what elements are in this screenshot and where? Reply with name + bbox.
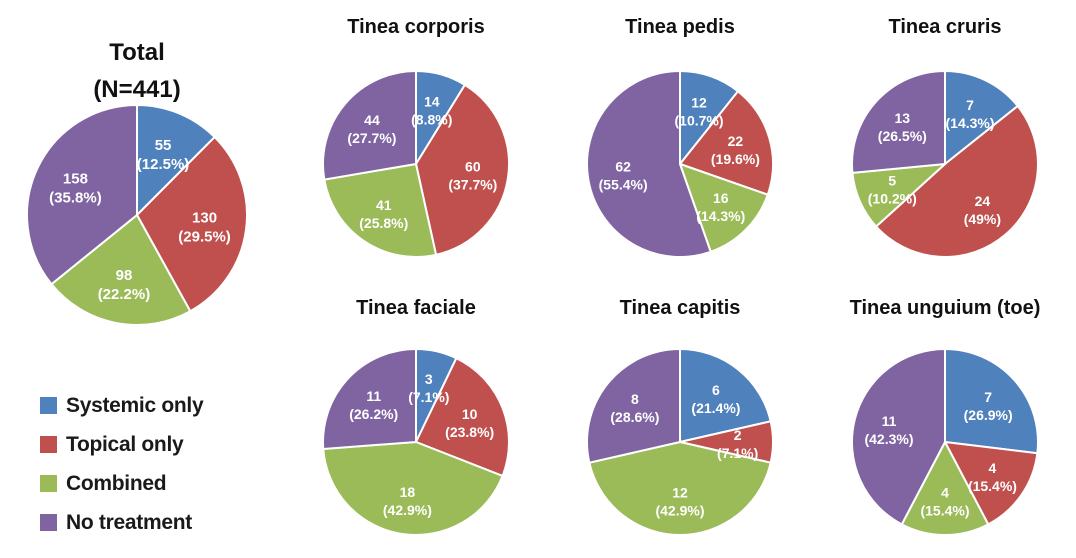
pie-data-label-systemic: 12 (10.7%) [675, 95, 724, 129]
pie-slice-combined [50, 213, 192, 326]
pie-chart: Total (N=441) 55 (12.5%) 130 (29.5%) 98 (22.2%)… [26, 39, 248, 326]
legend-item-no-treatment: No treatment [40, 503, 203, 542]
pie-data-label-no-treatment: 44 (27.7%) [347, 112, 396, 146]
pie-chart: Tinea pedis 12 (10.7%) 22 (19.6%) 16 (14.3%) 62… [586, 16, 774, 258]
pie-chart: Tinea faciale 3 (7.1%)10 (23.8%) 18 (42.9%) 11… [322, 297, 510, 536]
pie-data-label-no-treatment: 158 (35.8%) [49, 171, 102, 207]
pie-slice-topical [414, 83, 511, 257]
pie-data-label-topical: 10 (23.8%) [445, 406, 494, 440]
pie-title: Tinea corporis [347, 16, 484, 38]
pie-data-label-systemic: 6 (21.4%) [691, 382, 740, 416]
pie-data-label-topical: 60 (37.7%) [448, 159, 497, 193]
legend-label: Systemic only [66, 393, 204, 417]
pie-slice-systemic [944, 69, 1020, 167]
pie-slice-topical [414, 356, 510, 478]
legend-swatch [40, 475, 57, 492]
pie-title: Total [109, 39, 165, 66]
pie-slice-combined [322, 440, 504, 536]
pie-data-label-topical: 22 (19.6%) [711, 133, 760, 167]
pie-slice-no-treatment [586, 69, 712, 258]
pie-chart: Tinea corporis 14 (8.8%) 60 (37.7%) 41 (25.8%)… [322, 16, 511, 258]
pie-slice-topical [135, 135, 248, 313]
legend-swatch [40, 514, 57, 531]
pie-data-label-combined: 4 (15.4%) [920, 485, 969, 519]
legend-label: Combined [66, 471, 167, 495]
pie-slice-combined [588, 440, 772, 537]
pie-data-label-no-treatment: 13 (26.5%) [878, 110, 927, 144]
pie-data-label-combined: 16 (14.3%) [696, 190, 745, 224]
pie-slice-combined [323, 162, 438, 258]
pie-slice-no-treatment [322, 347, 417, 451]
pie-data-label-systemic: 14 (8.8%) [411, 94, 452, 128]
pie-slice-systemic [136, 103, 217, 218]
pie-data-label-no-treatment: 11 (42.3%) [864, 413, 913, 447]
legend: Systemic only Topical only Combined No t… [40, 386, 204, 542]
pie-subtitle: (N=441) [93, 76, 180, 103]
legend-swatch [40, 397, 57, 414]
pie-data-label-topical: 2 (7.1%) [717, 427, 758, 461]
pie-title: Tinea faciale [356, 297, 476, 319]
legend-item-systemic: Systemic only [40, 386, 204, 425]
pie-title: Tinea unguium (toe) [850, 297, 1041, 319]
pie-slice-combined [900, 439, 990, 537]
pie-slice-systemic [944, 347, 1039, 455]
pie-data-label-no-treatment: 62 (55.4%) [599, 159, 648, 193]
pie-slice-no-treatment [851, 69, 946, 175]
pie-data-label-combined: 98 (22.2%) [98, 267, 151, 303]
pie-slice-systemic [679, 347, 772, 444]
pie-slice-topical [874, 104, 1039, 258]
pie-slice-no-treatment [322, 69, 417, 181]
pie-title: Tinea capitis [620, 297, 741, 319]
pie-data-label-no-treatment: 8 (28.6%) [610, 391, 659, 425]
pie-slice-no-treatment [26, 103, 138, 286]
pie-data-label-no-treatment: 11 (26.2%) [349, 388, 398, 422]
pie-slice-no-treatment [586, 347, 681, 464]
pie-data-label-systemic: 3 (7.1%) [408, 371, 449, 405]
pie-chart: Tinea cruris 7 (14.3%) 24 (49%) 5 (10.2%) 13 (26… [851, 16, 1039, 258]
pie-slice-combined [678, 162, 770, 254]
pie-data-label-systemic: 7 (26.9%) [964, 389, 1013, 423]
pie-data-label-topical: 130 (29.5%) [178, 209, 231, 245]
pie-slice-topical [943, 440, 1039, 526]
pie-chart: Tinea capitis 6 (21.4%) 2 (7.1%) 12 (42.9%) 8 (2… [586, 297, 774, 537]
legend-swatch [40, 436, 57, 453]
pie-data-label-combined: 41 (25.8%) [359, 197, 408, 231]
pie-slice-topical [678, 89, 774, 196]
pie-chart: Tinea unguium (toe) 7 (26.9%) 4 (15.4%)4 (15.… [850, 297, 1041, 537]
pie-data-label-topical: 24 (49%) [964, 193, 1001, 227]
pie-slice-no-treatment [851, 347, 946, 526]
legend-item-topical: Topical only [40, 425, 203, 464]
pie-title: Tinea cruris [888, 16, 1001, 38]
pie-data-label-combined: 12 (42.9%) [655, 485, 704, 519]
pie-data-label-combined: 18 (42.9%) [383, 484, 432, 518]
legend-label: No treatment [66, 510, 192, 534]
pie-title: Tinea pedis [625, 16, 735, 38]
legend-item-combined: Combined [40, 464, 203, 503]
pie-data-label-combined: 5 (10.2%) [868, 172, 917, 206]
legend-label: Topical only [66, 432, 184, 456]
pie-data-label-systemic: 55 (12.5%) [137, 137, 190, 173]
pie-data-label-topical: 4 (15.4%) [968, 460, 1017, 494]
pie-data-label-systemic: 7 (14.3%) [946, 97, 995, 131]
